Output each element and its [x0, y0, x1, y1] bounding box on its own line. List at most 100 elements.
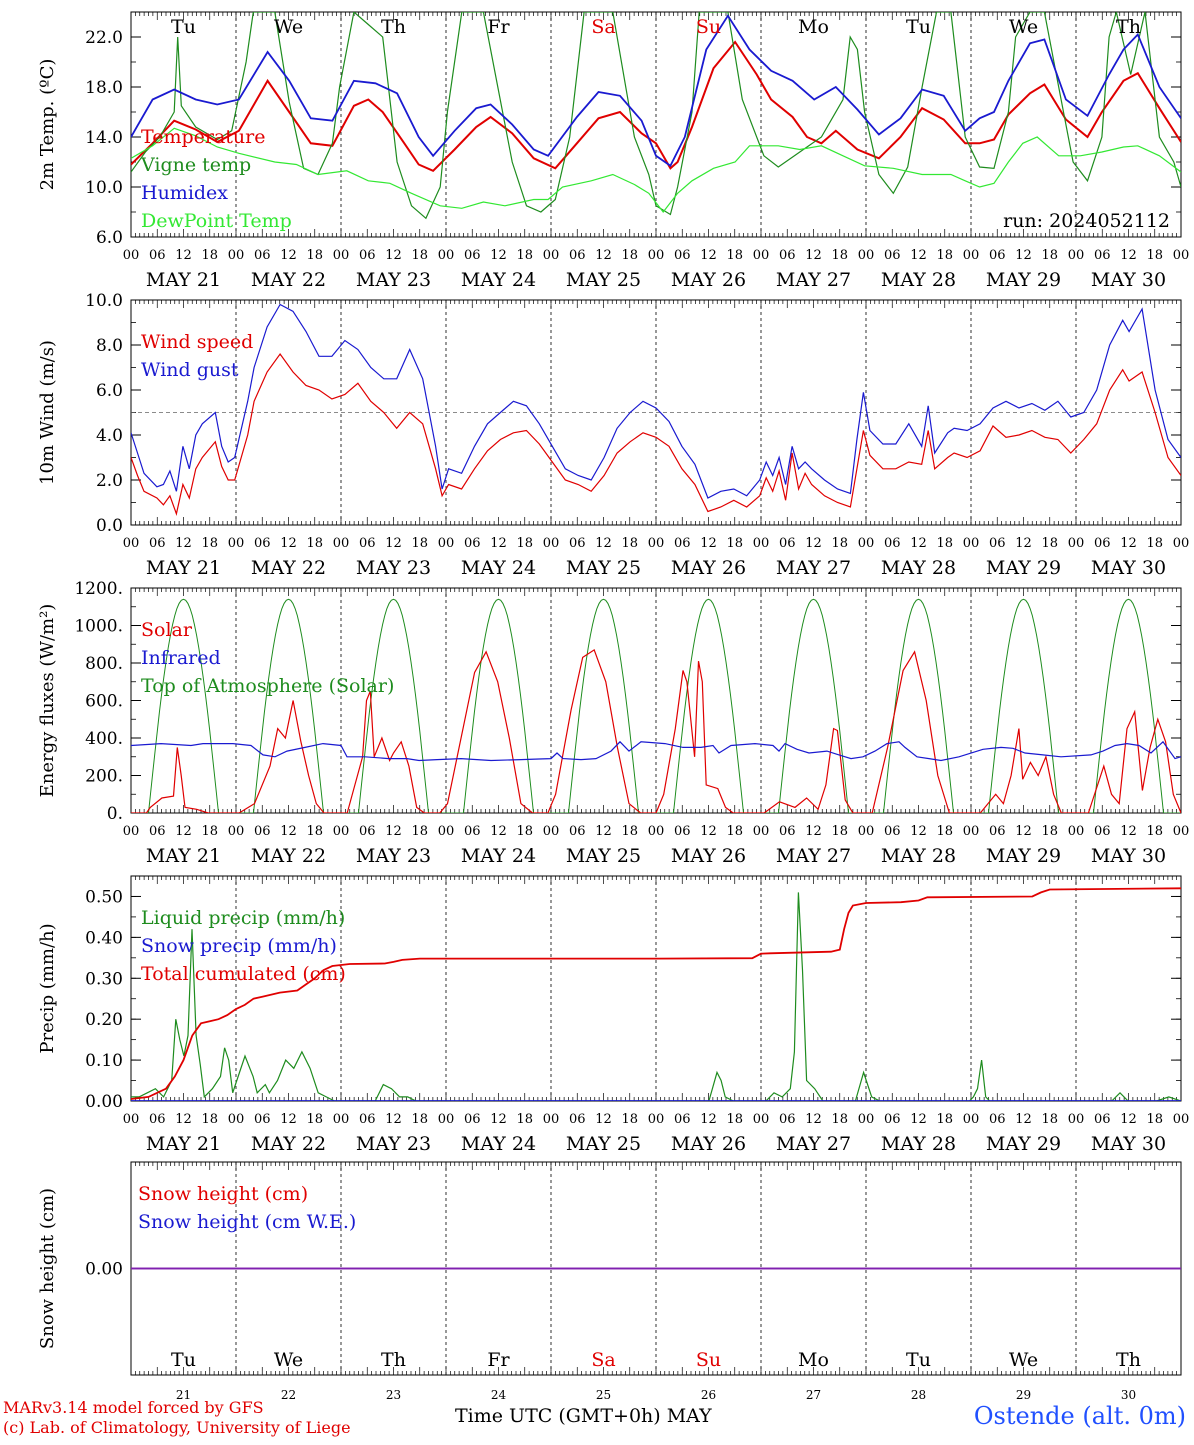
energy-hour-label: 06 — [989, 824, 1006, 839]
snow-ytick-label: 0.00 — [85, 1260, 123, 1280]
temp-hour-label: 00 — [1173, 248, 1190, 263]
energy-hour-label: 18 — [936, 824, 953, 839]
weekday-label-top: Th — [1116, 16, 1141, 38]
energy-hour-label: 12 — [595, 824, 612, 839]
model-credit: MARv3.14 model forced by GFS — [3, 1398, 264, 1417]
panel-snow: 0.00 Snow height (cm) Snow height (cm) Snow… — [37, 1161, 1182, 1402]
series-dewpoint-temp — [131, 127, 1181, 213]
temp-hour-label: 18 — [1041, 248, 1058, 263]
temp-hour-label: 00 — [648, 248, 665, 263]
energy-ytick-label: 1200. — [74, 579, 123, 599]
temp-ytick-label: 14.0 — [85, 128, 123, 148]
panel-precip: 0.00 0.10 0.20 0.30 0.40 0.50 Precip (mm/h) Liq… — [37, 875, 1189, 1155]
temp-ytick-label: 6.0 — [96, 228, 123, 248]
energy-hour-label: 12 — [1120, 824, 1137, 839]
run-label: run: 2024052112 — [1003, 210, 1170, 232]
precip-hour-label: 00 — [963, 1112, 980, 1127]
precip-hour-label: 00 — [438, 1112, 455, 1127]
day-number-label: 27 — [806, 1388, 821, 1402]
precip-legend-entry: Snow precip (mm/h) — [141, 935, 337, 957]
energy-date-label: MAY 23 — [356, 845, 431, 867]
series-vigne-temp — [131, 12, 1181, 220]
precip-hour-label: 12 — [700, 1112, 717, 1127]
wind-hour-label: 06 — [674, 536, 691, 551]
wind-ytick-label: 8.0 — [96, 336, 123, 356]
wind-hour-label: 12 — [175, 536, 192, 551]
wind-hour-label: 12 — [490, 536, 507, 551]
energy-hour-label: 06 — [464, 824, 481, 839]
temp-hour-label: 06 — [779, 248, 796, 263]
precip-ytick-label: 0.00 — [85, 1092, 123, 1112]
energy-hour-label: 00 — [963, 824, 980, 839]
precip-ylabel: Precip (mm/h) — [37, 923, 58, 1053]
wind-date-label: MAY 30 — [1091, 557, 1166, 579]
energy-ytick-label: 800. — [85, 654, 123, 674]
energy-date-label: MAY 24 — [461, 845, 536, 867]
energy-hour-label: 00 — [123, 824, 140, 839]
weekday-label-top: We — [274, 16, 303, 38]
day-number-label: 22 — [281, 1388, 296, 1402]
temp-legend-entry: Humidex — [141, 182, 228, 204]
precip-hour-label: 12 — [280, 1112, 297, 1127]
snow-legend-entry: Snow height (cm) — [138, 1183, 308, 1205]
temp-date-label: MAY 21 — [146, 269, 221, 291]
precip-hour-label: 12 — [385, 1112, 402, 1127]
temp-hour-label: 00 — [1068, 248, 1085, 263]
wind-ytick-label: 0.0 — [96, 516, 123, 536]
precip-hour-label: 06 — [254, 1112, 271, 1127]
wind-date-label: MAY 29 — [986, 557, 1061, 579]
precip-hour-label: 18 — [621, 1112, 638, 1127]
energy-hour-label: 18 — [621, 824, 638, 839]
weekday-label-bottom: Th — [1116, 1349, 1141, 1371]
temp-hour-label: 12 — [385, 248, 402, 263]
temp-hour-label: 12 — [175, 248, 192, 263]
day-number-label: 30 — [1121, 1388, 1136, 1402]
energy-ytick-label: 200. — [85, 767, 123, 787]
precip-hour-label: 18 — [1041, 1112, 1058, 1127]
precip-hour-label: 12 — [805, 1112, 822, 1127]
precip-hour-label: 18 — [516, 1112, 533, 1127]
energy-date-label: MAY 25 — [566, 845, 641, 867]
energy-hour-label: 18 — [201, 824, 218, 839]
energy-hour-label: 12 — [910, 824, 927, 839]
temp-ytick-label: 18.0 — [85, 78, 123, 98]
energy-hour-label: 12 — [805, 824, 822, 839]
weekday-label-bottom: We — [1009, 1349, 1038, 1371]
series-wind-speed — [131, 352, 1181, 516]
temp-hour-label: 18 — [936, 248, 953, 263]
weekday-label-top: Th — [381, 16, 406, 38]
energy-hour-label: 18 — [1146, 824, 1163, 839]
wind-hour-label: 00 — [648, 536, 665, 551]
wind-hour-label: 12 — [1120, 536, 1137, 551]
energy-hour-label: 00 — [753, 824, 770, 839]
wind-hour-label: 00 — [753, 536, 770, 551]
temp-hour-label: 18 — [726, 248, 743, 263]
precip-date-label: MAY 28 — [881, 1133, 956, 1155]
wind-hour-label: 18 — [936, 536, 953, 551]
energy-hour-label: 00 — [543, 824, 560, 839]
energy-hour-label: 12 — [1015, 824, 1032, 839]
energy-hour-label: 06 — [674, 824, 691, 839]
precip-hour-label: 18 — [201, 1112, 218, 1127]
energy-hour-label: 06 — [779, 824, 796, 839]
temp-hour-label: 18 — [1146, 248, 1163, 263]
weekday-label-bottom: Mo — [798, 1349, 829, 1371]
wind-hour-ticks — [130, 300, 1182, 525]
precip-date-label: MAY 23 — [356, 1133, 431, 1155]
wind-hour-label: 00 — [1173, 536, 1190, 551]
energy-date-label: MAY 21 — [146, 845, 221, 867]
temp-hour-label: 18 — [516, 248, 533, 263]
temp-legend-entry: DewPoint Temp — [141, 210, 292, 232]
energy-hour-label: 18 — [516, 824, 533, 839]
precip-hour-label: 12 — [595, 1112, 612, 1127]
temp-hour-label: 06 — [149, 248, 166, 263]
wind-hour-label: 18 — [306, 536, 323, 551]
energy-legend-entry: Solar — [141, 619, 193, 641]
panel-energy: 0. 200. 400. 600. 800. 1000. 1200. Energy fluxe… — [37, 579, 1189, 867]
panel-temp: 6.0 10.0 14.0 18.0 22.0 2m Temp. (ºC) Temperat… — [37, 11, 1190, 291]
temp-hour-label: 00 — [228, 248, 245, 263]
temp-date-label: MAY 26 — [671, 269, 746, 291]
precip-date-label: MAY 30 — [1091, 1133, 1166, 1155]
precip-hour-label: 06 — [674, 1112, 691, 1127]
temp-date-label: MAY 30 — [1091, 269, 1166, 291]
